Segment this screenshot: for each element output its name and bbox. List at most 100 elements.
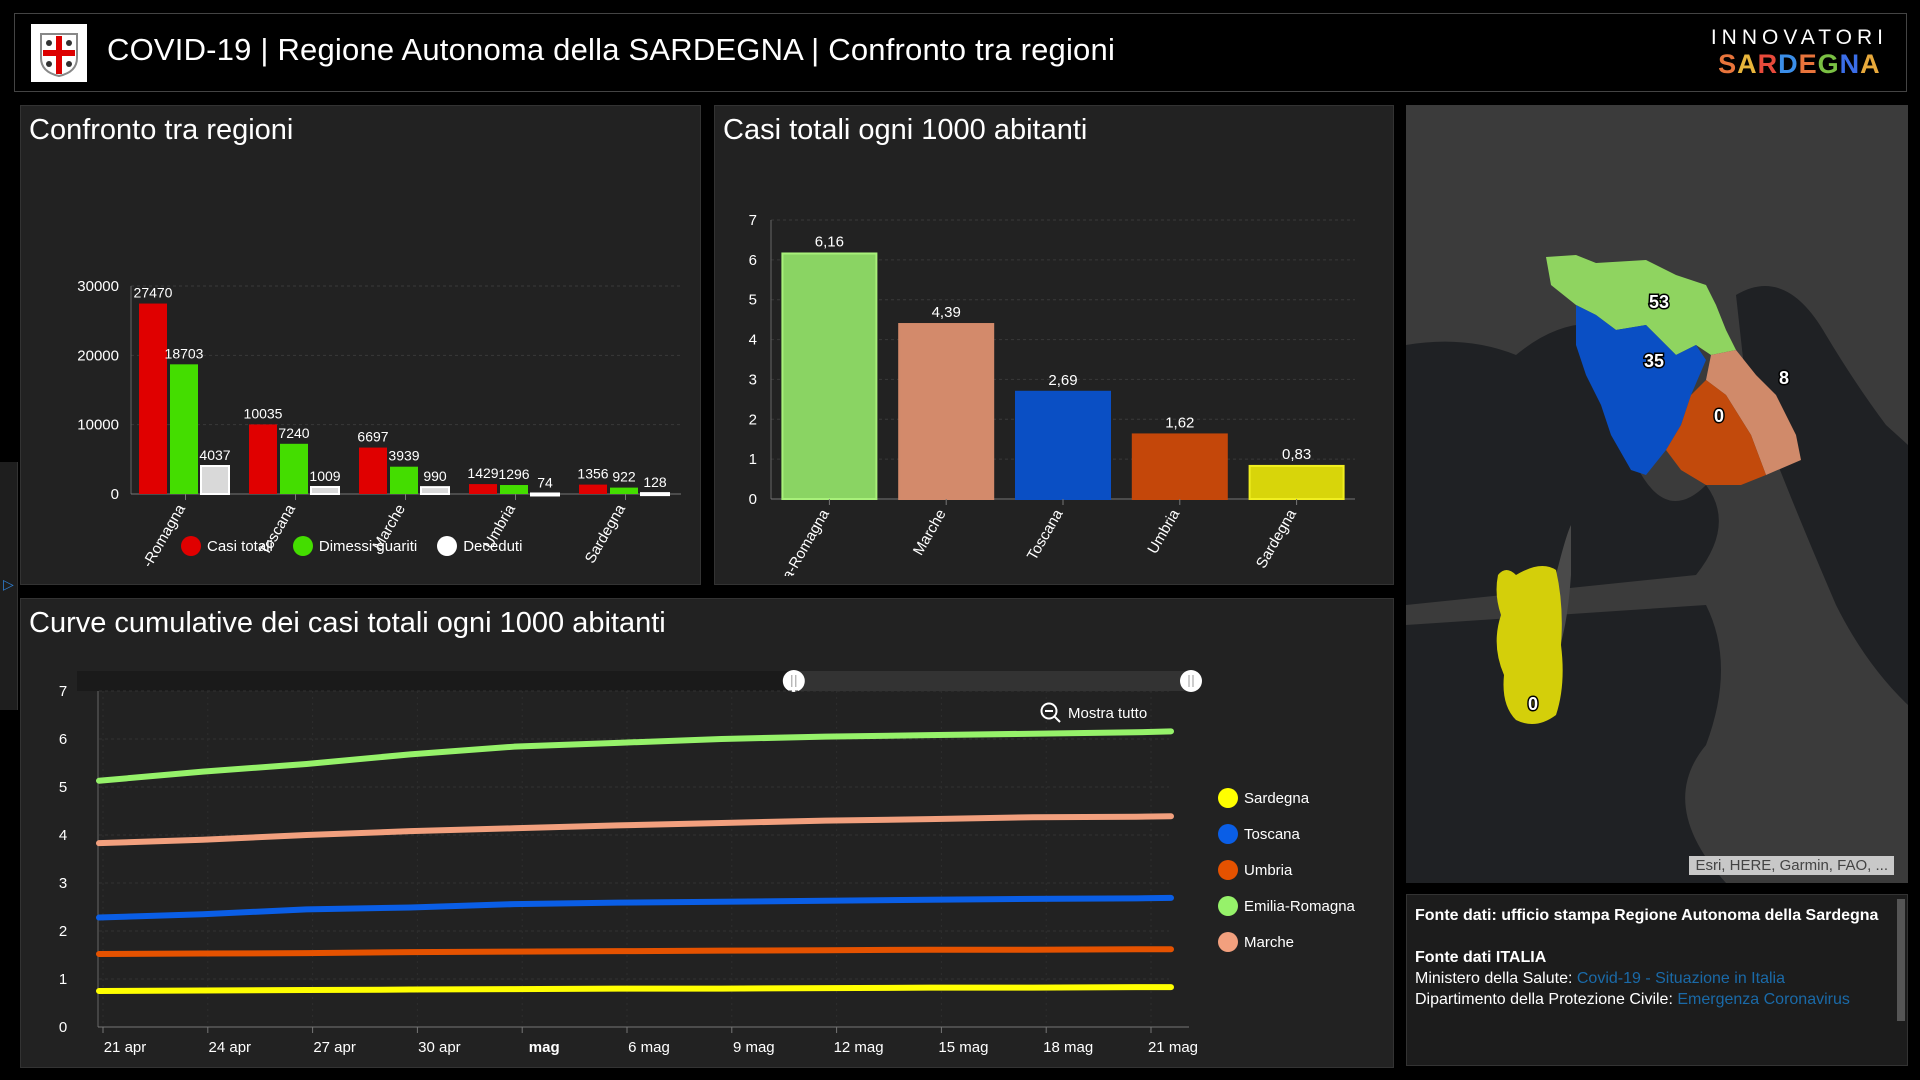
y-tick-label: 6: [749, 252, 757, 269]
series-line: [96, 946, 1174, 958]
map-region-marche[interactable]: [1706, 350, 1801, 475]
map-panel[interactable]: 53 35 8 0 0 Esri, HERE, Garmin, FAO, ...: [1406, 105, 1908, 883]
map-region-emilia-romagna[interactable]: [1546, 255, 1736, 355]
legend-label: Emilia-Romagna: [1244, 897, 1355, 915]
brand-letter: N: [1839, 49, 1861, 79]
ministero-label: Ministero della Salute:: [1415, 970, 1577, 987]
x-tick-label: Marche: [910, 507, 950, 559]
zoom-slider-selection: [793, 671, 1191, 691]
bar: [420, 486, 450, 495]
x-tick-label: 15 mag: [938, 1039, 988, 1056]
bar: [500, 485, 528, 494]
legend-item[interactable]: Toscana: [1218, 816, 1355, 852]
zoom-slider-handle[interactable]: [782, 670, 805, 692]
protezione-link[interactable]: Emergenza Coronavirus: [1677, 991, 1850, 1008]
legend-item[interactable]: Casi totali: [181, 534, 273, 558]
zoom-slider-handle[interactable]: [1180, 670, 1202, 692]
sea-west: [1406, 605, 1726, 883]
legend-swatch: [181, 536, 201, 556]
map-region-umbria[interactable]: [1666, 380, 1766, 485]
source-regional: Fonte dati: ufficio stampa Regione Auton…: [1415, 907, 1879, 924]
legend-swatch: [1218, 932, 1238, 952]
series-line: [96, 984, 1174, 994]
y-tick-label: 30000: [77, 278, 119, 295]
panel-curve-cumulative: Curve cumulative dei casi totali ogni 10…: [20, 598, 1394, 1068]
map-region-toscana[interactable]: [1576, 305, 1706, 475]
bar-value-label: 18703: [165, 345, 204, 361]
bar: [249, 424, 277, 494]
legend-label: Toscana: [1244, 825, 1300, 843]
legend-label: Casi totali: [207, 537, 273, 555]
line-chart-legend: Sardegna Toscana Umbria Emilia-Romagna March…: [1218, 780, 1355, 960]
y-tick-label: 3: [59, 875, 67, 892]
bar-value-label: 2,69: [1048, 372, 1077, 389]
x-tick-label: Umbria: [1144, 506, 1183, 557]
legend-item[interactable]: Emilia-Romagna: [1218, 888, 1355, 924]
series-line: [96, 813, 1174, 847]
bar-value-label: 7240: [278, 425, 309, 441]
bar-value-label: 1,62: [1165, 414, 1194, 431]
bar-value-label: 6697: [357, 429, 388, 445]
bar-value-label: 27470: [134, 285, 173, 301]
bar-value-label: 0,83: [1282, 446, 1311, 463]
legend-item[interactable]: Marche: [1218, 924, 1355, 960]
x-tick-label: 27 apr: [313, 1039, 356, 1056]
legend-item[interactable]: Dimessi guariti: [292, 534, 418, 558]
bar: [469, 484, 497, 494]
x-tick-label: 21 mag: [1148, 1039, 1198, 1056]
x-tick-label: Emilia-Romagna: [763, 506, 833, 576]
expand-arrow-icon[interactable]: ▷: [3, 576, 14, 592]
legend-item[interactable]: Sardegna: [1218, 780, 1355, 816]
y-tick-label: 1: [59, 971, 67, 988]
series-line: [96, 894, 1174, 921]
map-attribution[interactable]: Esri, HERE, Garmin, FAO, ...: [1689, 856, 1894, 875]
bar: [310, 486, 340, 496]
bar: [530, 492, 560, 497]
bar: [280, 443, 308, 494]
bar: [579, 484, 607, 494]
y-tick-label: 7: [59, 683, 67, 700]
legend-label: Marche: [1244, 933, 1295, 951]
legend-item[interactable]: Deceduti: [437, 534, 522, 558]
bar-value-label: 1429: [467, 465, 498, 481]
y-tick-label: 0: [749, 491, 757, 508]
bar-chart-legend: Casi totali Dimessi guariti Deceduti: [181, 534, 522, 558]
legend-swatch: [1218, 824, 1238, 844]
sources-scrollbar[interactable]: [1897, 899, 1905, 1021]
x-tick-label: Sardegna: [1253, 506, 1301, 571]
y-tick-label: 0: [59, 1019, 67, 1036]
legend-label: Deceduti: [463, 537, 523, 555]
bar-value-label: 3939: [388, 448, 419, 464]
grouped-bar-chart: 0 10000 20000 30000 27470 18703 4037 Emilia-Rom…: [77, 278, 681, 566]
show-all-button[interactable]: Mostra tutto: [1040, 702, 1147, 724]
y-tick-label: 5: [749, 292, 757, 309]
bar-value-label: 10035: [244, 405, 283, 421]
bar-value-label: 1356: [577, 466, 608, 482]
y-tick-label: 0: [111, 486, 119, 503]
brand-letter: S: [1718, 49, 1738, 79]
bar: [139, 303, 167, 494]
map-region-sardegna[interactable]: [1496, 566, 1563, 724]
bar-value-label: 1296: [498, 466, 529, 482]
y-tick-label: 1: [749, 451, 757, 468]
side-panel-handle[interactable]: [0, 462, 18, 710]
region-map[interactable]: 53 35 8 0 0: [1406, 105, 1908, 883]
bar-value-label: 128: [643, 474, 667, 490]
x-tick-label: 30 apr: [418, 1039, 461, 1056]
cumulative-line-chart: 0 1 2 3 4 5 6 7 21 apr 24 apr 27 apr 30 apr mag 6 mag…: [59, 670, 1202, 1056]
legend-label: Dimessi guariti: [318, 537, 418, 555]
bar: [610, 487, 638, 494]
adriatic-sea: [1736, 286, 1908, 705]
legend-item[interactable]: Umbria: [1218, 852, 1355, 888]
panel-title: Casi totali ogni 1000 abitanti: [723, 114, 1088, 146]
zoom-out-icon: [1040, 702, 1061, 723]
panel-casi-1000-abitanti: Casi totali ogni 1000 abitanti 0 1 2 3 4 5 6 7 6…: [714, 105, 1394, 585]
bar: [1015, 390, 1111, 500]
bar-value-label: 922: [612, 469, 636, 485]
map-value-label: 53: [1649, 292, 1669, 312]
panel-title: Curve cumulative dei casi totali ogni 10…: [29, 607, 666, 639]
bar-value-label: 4,39: [932, 304, 961, 321]
y-tick-label: 6: [59, 731, 67, 748]
bar-value-label: 4037: [199, 447, 230, 463]
ministero-link[interactable]: Covid-19 - Situazione in Italia: [1576, 970, 1785, 987]
